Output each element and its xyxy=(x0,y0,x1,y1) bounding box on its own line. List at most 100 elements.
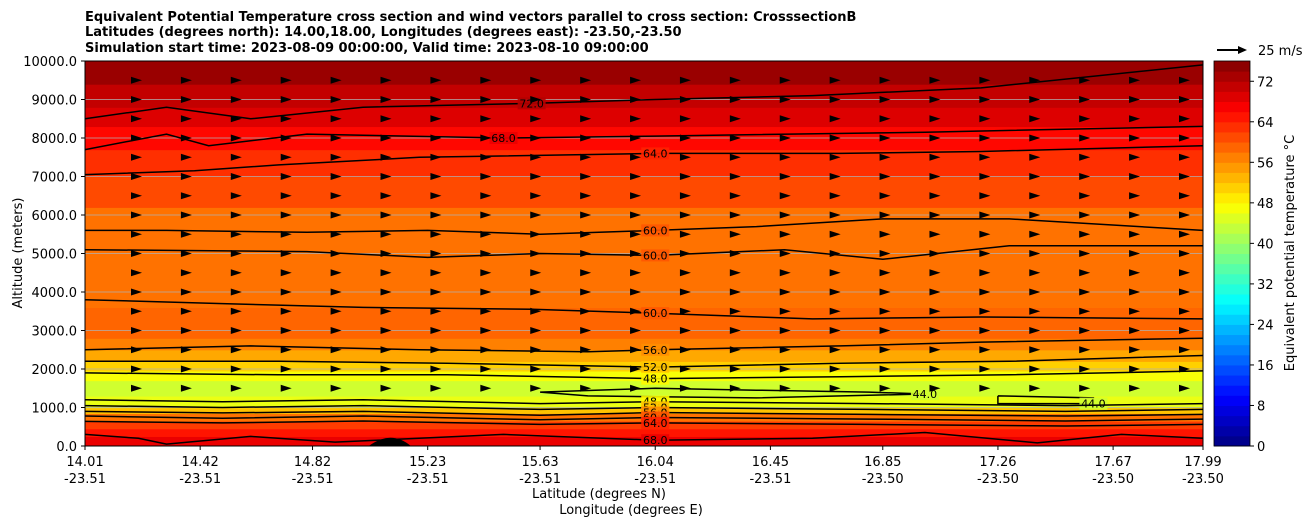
colorbar-segment xyxy=(1214,435,1250,447)
wind-arrow xyxy=(1029,76,1041,84)
wind-arrow xyxy=(530,365,542,373)
wind-arrow xyxy=(879,211,891,219)
contour-band xyxy=(85,84,1203,108)
wind-arrow xyxy=(1029,269,1041,277)
wind-arrow xyxy=(180,327,192,334)
contour-label-bg xyxy=(641,307,670,320)
wind-arrow xyxy=(430,365,442,373)
wind-arrow xyxy=(879,76,891,84)
wind-arrow xyxy=(131,365,142,373)
wind-arrow xyxy=(679,115,691,123)
wind-arrow xyxy=(979,307,991,315)
wind-arrow xyxy=(679,96,691,103)
colorbar-tick-label: 24 xyxy=(1257,318,1274,333)
wind-arrow xyxy=(480,153,492,161)
wind-arrow xyxy=(180,153,192,161)
wind-arrow xyxy=(1129,250,1141,257)
contour-label-bg xyxy=(641,147,670,160)
wind-arrow xyxy=(929,96,941,103)
colorbar-segment xyxy=(1214,121,1250,133)
wind-arrow xyxy=(1179,288,1190,296)
wind-arrow xyxy=(1029,153,1041,161)
colorbar-segment xyxy=(1214,294,1250,305)
wind-arrow xyxy=(979,327,991,334)
contour-band xyxy=(85,349,1203,362)
wind-arrow xyxy=(1179,307,1190,315)
wind-arrow xyxy=(929,384,941,392)
wind-arrow xyxy=(630,115,642,123)
wind-arrow xyxy=(1079,269,1091,277)
wind-arrow xyxy=(679,153,691,161)
contour-label-bg xyxy=(489,132,518,144)
wind-arrow xyxy=(330,250,342,257)
wind-arrow xyxy=(630,288,642,296)
wind-arrow xyxy=(1179,134,1190,142)
wind-arrow xyxy=(679,192,691,200)
wind-arrow xyxy=(580,288,592,296)
wind-arrow xyxy=(330,269,342,277)
wind-arrow xyxy=(829,269,841,277)
colorbar-segment xyxy=(1214,304,1250,315)
x-tick-label-latitude: 17.99 xyxy=(1184,455,1221,470)
wind-arrow xyxy=(1129,173,1141,180)
wind-arrow xyxy=(679,173,691,180)
wind-arrow xyxy=(430,153,442,161)
x-axis-label-longitude: Longitude (degrees E) xyxy=(559,503,703,518)
wind-arrow xyxy=(230,173,242,180)
contour-line-44 xyxy=(540,387,925,399)
wind-arrow xyxy=(779,115,791,123)
wind-arrow xyxy=(779,327,791,334)
wind-arrow xyxy=(1129,269,1141,277)
wind-arrow xyxy=(679,327,691,334)
wind-arrow xyxy=(829,134,841,142)
x-tick-label-latitude: 17.26 xyxy=(979,455,1016,470)
terrain xyxy=(368,437,411,446)
wind-arrow xyxy=(1179,96,1190,103)
wind-arrow xyxy=(330,192,342,200)
wind-arrow xyxy=(230,384,242,392)
wind-arrow xyxy=(729,230,741,238)
wind-arrow xyxy=(131,250,142,257)
wind-arrow xyxy=(1029,346,1041,354)
colorbar-tick-label: 32 xyxy=(1257,278,1274,293)
wind-arrow xyxy=(580,307,592,315)
wind-arrow xyxy=(380,230,392,238)
colorbar-segment xyxy=(1214,415,1250,427)
wind-arrow xyxy=(131,134,142,142)
wind-arrow xyxy=(580,115,592,123)
contour-label-bg xyxy=(641,249,670,262)
wind-arrow xyxy=(180,346,192,354)
wind-arrow xyxy=(480,173,492,180)
wind-arrow xyxy=(180,250,192,257)
wind-arrow xyxy=(230,269,242,277)
wind-arrow xyxy=(630,134,642,142)
wind-arrow xyxy=(729,269,741,277)
contour-lines: 72.068.064.060.060.060.056.052.048.044.0… xyxy=(85,64,1203,446)
contour-label-bg xyxy=(641,372,670,385)
wind-arrow xyxy=(929,365,941,373)
wind-arrow xyxy=(729,288,741,296)
wind-arrow xyxy=(979,250,991,257)
wind-arrow xyxy=(580,173,592,180)
contour-label-bg xyxy=(910,388,939,401)
wind-arrow xyxy=(280,76,292,84)
contour-label: 60.0 xyxy=(643,307,668,320)
colorbar-segment xyxy=(1214,344,1250,356)
wind-arrow xyxy=(430,384,442,392)
wind-arrow xyxy=(779,96,791,103)
wind-arrow xyxy=(729,365,741,373)
contour-line-60 xyxy=(85,415,1203,422)
wind-arrow xyxy=(280,346,292,354)
contour-line-68 xyxy=(85,431,1203,445)
wind-arrow xyxy=(1079,288,1091,296)
wind-arrow xyxy=(929,346,941,354)
x-tick-label-longitude: -23.51 xyxy=(634,472,676,487)
wind-arrow xyxy=(580,250,592,257)
x-tick-label-longitude: -23.50 xyxy=(1092,472,1134,487)
wind-arrow xyxy=(131,327,142,334)
colorbar-tick-label: 40 xyxy=(1257,237,1274,252)
chart-title-line-1: Equivalent Potential Temperature cross s… xyxy=(85,10,856,25)
colorbar-segment xyxy=(1214,223,1250,234)
wind-arrow xyxy=(530,230,542,238)
wind-arrow xyxy=(1079,134,1091,142)
